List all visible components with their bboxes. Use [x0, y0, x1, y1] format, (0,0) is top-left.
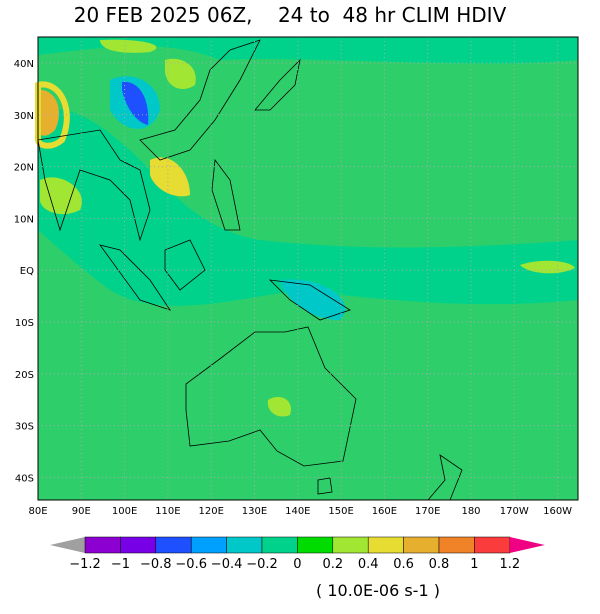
colorbar-label: 0.4 [358, 557, 379, 572]
lat-label: 20S [15, 370, 34, 381]
colorbar-label: −1 [111, 557, 130, 572]
colorbar-label: −0.4 [211, 557, 243, 572]
colorbar-label: −1.2 [69, 557, 101, 572]
colorbar-label: −0.6 [175, 557, 207, 572]
colorbar-label: −0.2 [246, 557, 278, 572]
colorbar-box [190, 536, 227, 554]
lon-label: 130E [242, 506, 267, 517]
lat-label: 30S [15, 422, 34, 433]
colorbar-box [367, 536, 404, 554]
map-frame [37, 36, 579, 501]
colorbar-box [297, 536, 334, 554]
colorbar-box [403, 536, 440, 554]
title: 20 FEB 2025 06Z, 24 to 48 hr CLIM HDIV [74, 3, 507, 27]
colorbar-box [474, 536, 511, 554]
lat-label: 20N [14, 163, 34, 174]
lat-label: EQ [20, 266, 34, 277]
colorbar-arrow [50, 537, 85, 553]
lon-label: 170E [415, 506, 440, 517]
colorbar-box [261, 536, 298, 554]
lon-label: 140E [285, 506, 310, 517]
lon-label: 110E [155, 506, 180, 517]
colorbar: −1.2 −1 −0.8 −0.6 −0.4 −0.2 0 0.2 0.4 0.6 0.8 1 1.2 [50, 536, 545, 572]
colorbar-label: 0.6 [393, 557, 414, 572]
lon-label: 150E [328, 506, 353, 517]
colorbar-label: 0.2 [322, 557, 343, 572]
colorbar-arrow [509, 537, 545, 553]
lat-label: 40S [15, 473, 34, 484]
colorbar-box [226, 536, 263, 554]
lon-label: 120E [198, 506, 223, 517]
lon-label: 160E [372, 506, 397, 517]
lat-label: 30N [14, 111, 34, 122]
lon-label: 100E [112, 506, 137, 517]
lon-label: 180 [461, 506, 480, 517]
colorbar-label: 1 [470, 557, 478, 572]
colorbar-box [84, 536, 121, 554]
lat-label: 10S [15, 318, 34, 329]
colorbar-label: 1.2 [499, 557, 520, 572]
colorbar-label: 0.8 [429, 557, 450, 572]
lon-label: 170W [500, 506, 529, 517]
colorbar-box [120, 536, 157, 554]
colorbar-box [332, 536, 369, 554]
colorbar-label: 0 [293, 557, 301, 572]
colorbar-box [155, 536, 192, 554]
colorbar-box [438, 536, 475, 554]
lat-label: 10N [14, 214, 34, 225]
lon-label: 80E [28, 506, 47, 517]
units: ( 10.0E-06 s-1 ) [316, 581, 440, 600]
colorbar-label: −0.8 [140, 557, 172, 572]
lon-label: 160W [543, 506, 572, 517]
map-field [35, 37, 578, 500]
axis-labels: 80E 90E 100E 110E 120E 130E 140E 150E 160E 170E 18… [14, 59, 572, 517]
lon-label: 90E [72, 506, 91, 517]
lat-label: 40N [14, 59, 34, 70]
